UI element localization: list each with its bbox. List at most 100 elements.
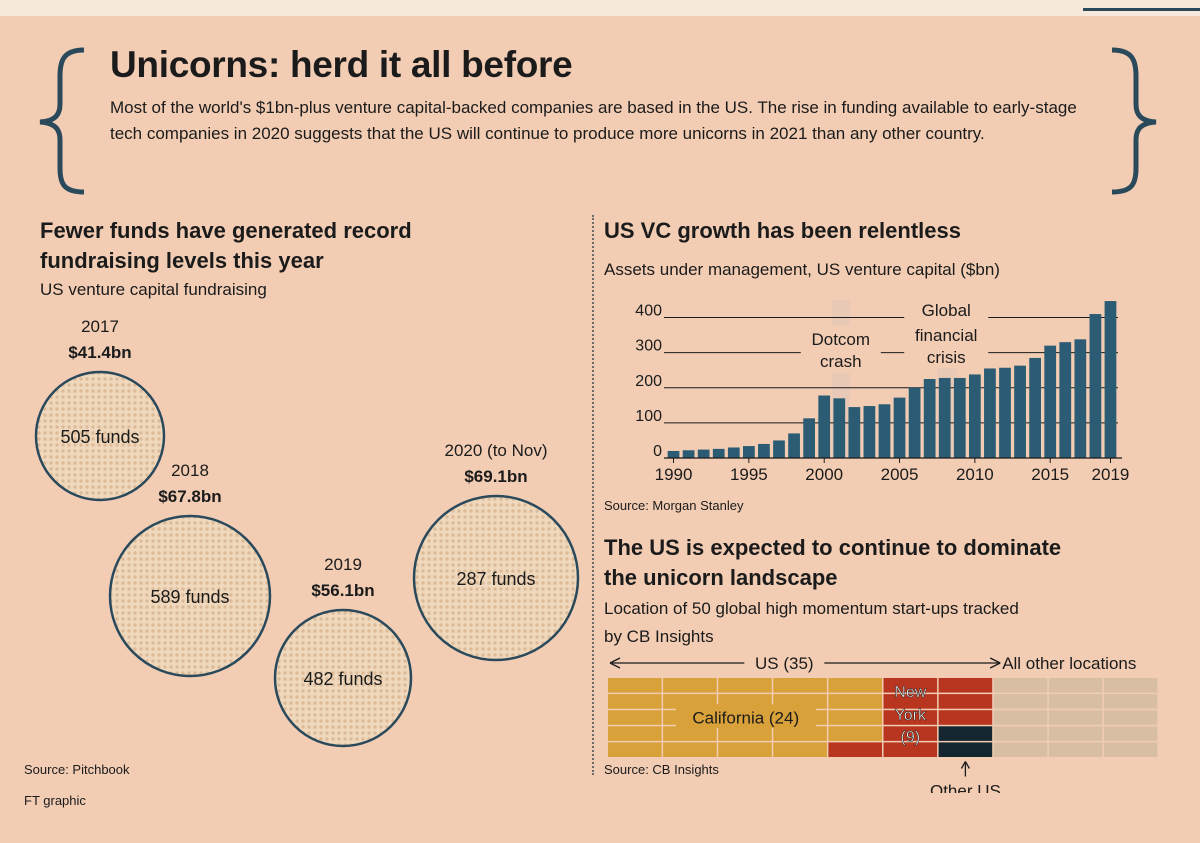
waffle-cell <box>663 726 717 741</box>
waffle-cell <box>1048 694 1103 709</box>
waffle-cell <box>828 742 882 757</box>
waffle-cell <box>883 742 938 757</box>
waffle-cell <box>1103 742 1158 757</box>
bar-2010 <box>968 374 981 458</box>
dotcom-label-bg <box>800 325 881 373</box>
x-tick-2000: 2000 <box>805 465 843 484</box>
bar-2014 <box>1029 357 1042 458</box>
y-tick-400: 400 <box>635 303 662 320</box>
waffle-cell <box>718 726 772 741</box>
funds-label-2017: 505 funds <box>60 427 139 447</box>
year-label-2018: 2018 <box>171 461 209 480</box>
vc-growth-source: Source: Morgan Stanley <box>604 498 744 513</box>
bar-2017 <box>1074 339 1087 458</box>
amount-label-2019: $56.1bn <box>311 581 374 600</box>
waffle-cell <box>773 726 827 741</box>
waffle-cell <box>1103 726 1158 741</box>
california-label: California (24) <box>692 708 799 727</box>
ft-credit: FT graphic <box>24 793 86 808</box>
bar-2019 <box>1104 301 1117 458</box>
amount-label-2017: $41.4bn <box>68 343 131 362</box>
bubble-2018 <box>108 514 272 678</box>
waffle-cell <box>1048 726 1103 741</box>
amount-label-2020: $69.1bn <box>464 467 527 486</box>
vc-growth-subtitle: Assets under management, US venture capi… <box>604 260 1000 279</box>
waffle-cell <box>938 710 993 725</box>
amount-label-2018: $67.8bn <box>158 487 221 506</box>
us-left-arrow-icon <box>609 657 621 669</box>
left-panel-source: Source: Pitchbook <box>24 762 130 777</box>
bar-2013 <box>1014 365 1026 458</box>
dominate-title-line2: the unicorn landscape <box>604 565 838 590</box>
right-brace-icon <box>1111 47 1157 195</box>
unicorn-waffle-chart: US (35) All other locations California (24… <box>608 652 1158 794</box>
bar-2002 <box>848 407 861 458</box>
dominate-subtitle-line2: by CB Insights <box>604 627 714 646</box>
dominate-subtitle-line1: Location of 50 global high momentum star… <box>604 599 1019 618</box>
dominate-title-line1: The US is expected to continue to domina… <box>604 535 1062 560</box>
bubble-2017 <box>34 370 166 502</box>
dominate-source: Source: CB Insights <box>604 762 719 777</box>
bar-2000 <box>818 395 831 458</box>
bar-1998 <box>788 433 800 458</box>
waffle-cell <box>993 742 1048 757</box>
x-tick-2005: 2005 <box>881 465 919 484</box>
us-right-arrow-icon <box>989 657 1001 669</box>
headline: Unicorns: herd it all before <box>110 44 573 85</box>
bar-1995 <box>742 446 755 458</box>
waffle-cell <box>828 710 882 725</box>
bar-2016 <box>1059 342 1072 458</box>
waffle-cell <box>663 678 717 693</box>
y-tick-200: 200 <box>635 373 662 390</box>
top-rule <box>1083 8 1200 11</box>
waffle-cell <box>608 710 662 725</box>
waffle-cell <box>938 678 993 693</box>
waffle-cell <box>1103 678 1158 693</box>
dotcom-label-line2: crash <box>820 352 862 371</box>
bar-2007 <box>923 379 936 458</box>
bar-1992 <box>697 449 710 458</box>
other-us-label: Other US <box>930 782 1001 794</box>
vc-aum-bar-chart: 0 100 200 300 400 1990 1995 2000 2005 2010 2015 201… <box>635 298 1130 484</box>
bar-2008 <box>938 377 951 458</box>
gfc-label-line2: financial <box>915 326 977 345</box>
waffle-cell <box>773 742 827 757</box>
bar-2003 <box>863 406 876 458</box>
waffle-cell <box>883 694 938 709</box>
waffle-cell <box>993 710 1048 725</box>
year-label-2017: 2017 <box>81 317 119 336</box>
bar-1990 <box>667 450 680 458</box>
funds-label-2020: 287 funds <box>456 569 535 589</box>
y-tick-300: 300 <box>635 338 662 355</box>
waffle-cell <box>938 726 993 741</box>
waffle-cell <box>773 678 827 693</box>
x-tick-1990: 1990 <box>655 465 693 484</box>
x-tick-2019: 2019 <box>1092 465 1130 484</box>
waffle-cell <box>663 742 717 757</box>
y-tick-100: 100 <box>635 408 662 425</box>
left-panel-title-line2: fundraising levels this year <box>40 248 324 273</box>
waffle-cell <box>608 742 662 757</box>
bubble-2019 <box>273 608 413 748</box>
waffle-cell <box>883 726 938 741</box>
year-label-2019: 2019 <box>324 555 362 574</box>
vc-growth-title: US VC growth has been relentless <box>604 218 961 243</box>
bar-2004 <box>878 404 891 458</box>
bar-1996 <box>758 443 770 458</box>
waffle-cell <box>1103 694 1158 709</box>
waffle-cell <box>1048 710 1103 725</box>
waffle-cell <box>608 678 662 693</box>
top-strip <box>0 0 1200 16</box>
waffle-cell <box>608 726 662 741</box>
waffle-cell <box>828 678 882 693</box>
new-york-label-line3: (9) <box>901 729 921 746</box>
bar-2012 <box>999 367 1011 458</box>
bar-1999 <box>803 418 816 458</box>
bar-2006 <box>908 387 921 458</box>
x-tick-1995: 1995 <box>730 465 768 484</box>
new-york-label-line1: New <box>894 684 926 701</box>
bar-2015 <box>1044 345 1057 458</box>
waffle-cell <box>1048 742 1103 757</box>
x-tick-2015: 2015 <box>1031 465 1069 484</box>
x-tick-2010: 2010 <box>956 465 994 484</box>
